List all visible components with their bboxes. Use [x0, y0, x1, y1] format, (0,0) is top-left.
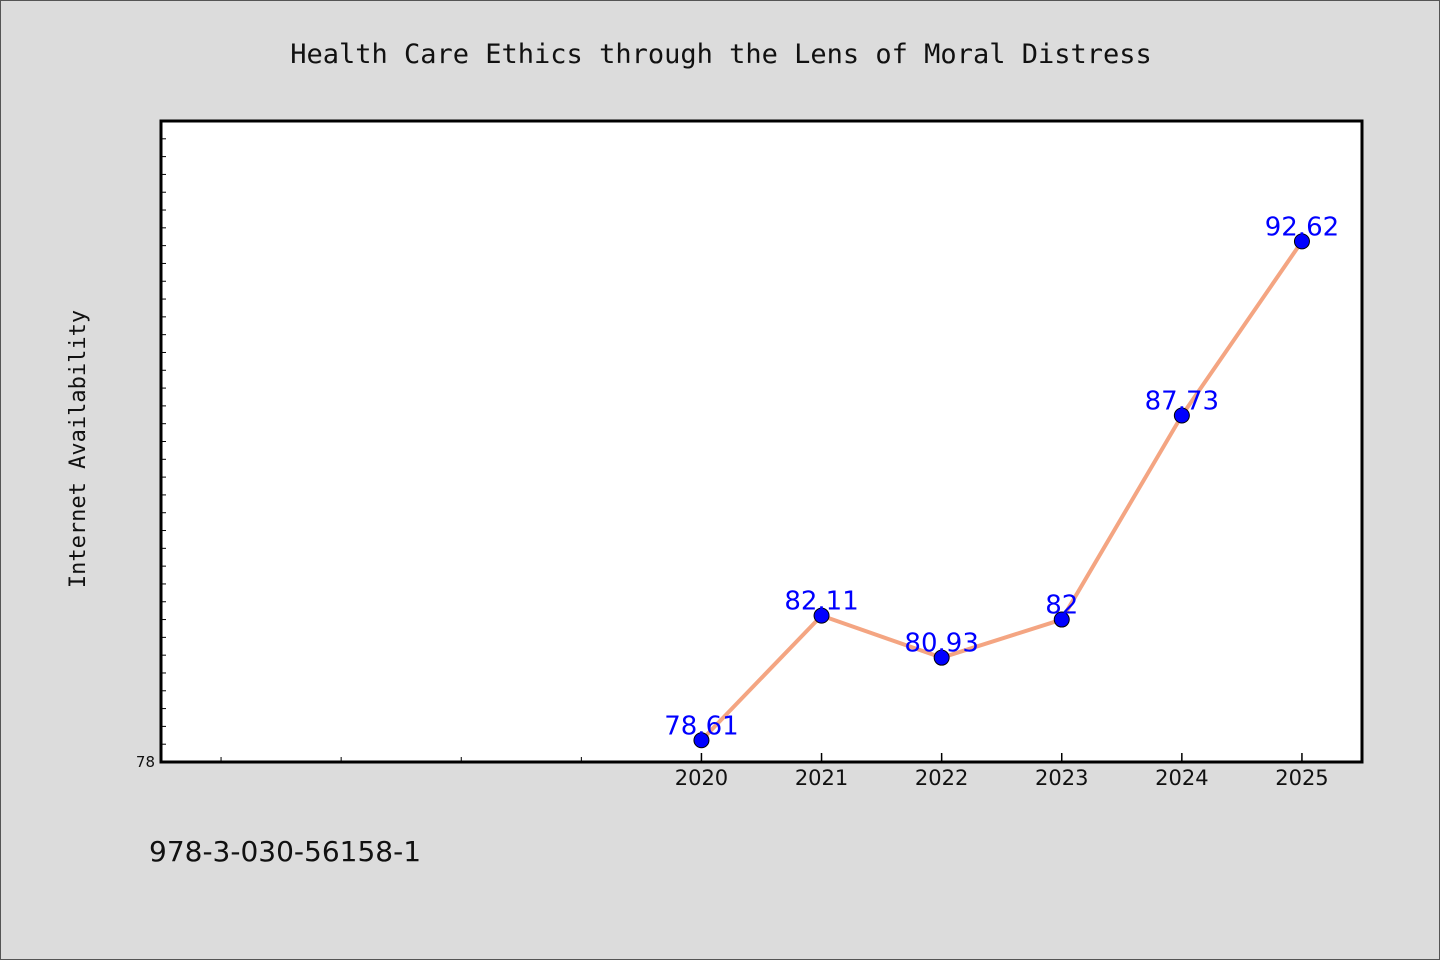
data-label: 92.62 — [1265, 212, 1339, 242]
data-point — [1173, 407, 1190, 424]
x-tick-label: 2021 — [795, 766, 848, 790]
series-layer: 78.61 82.11 80.93 82 87.73 92.62 — [664, 212, 1339, 749]
x-tick-label: 2025 — [1275, 766, 1328, 790]
plot-frame — [159, 119, 1364, 764]
data-point — [693, 732, 710, 749]
data-label: 82 — [1045, 591, 1078, 621]
data-point — [933, 649, 950, 666]
axis-ticks: 2020 2021 2022 2023 2024 2025 78 — [136, 138, 1329, 790]
isbn-text: 978-3-030-56158-1 — [149, 835, 422, 868]
data-label: 82.11 — [784, 587, 858, 617]
series-line — [700, 240, 1304, 742]
chart-title: Health Care Ethics through the Lens of M… — [290, 39, 1152, 70]
y-axis-label: Internet Availability — [66, 310, 91, 588]
x-tick-label: 2022 — [915, 766, 968, 790]
data-point — [1293, 233, 1310, 250]
data-point — [813, 607, 830, 624]
data-label: 87.73 — [1145, 387, 1219, 417]
data-point — [1053, 611, 1070, 628]
x-tick-label: 2023 — [1035, 766, 1088, 790]
x-tick-label: 2020 — [675, 766, 728, 790]
data-label: 80.93 — [904, 629, 978, 659]
y-tick-label: 78 — [136, 753, 155, 771]
data-label: 78.61 — [664, 711, 738, 741]
plot-area — [161, 121, 1362, 762]
x-tick-label: 2024 — [1155, 766, 1208, 790]
